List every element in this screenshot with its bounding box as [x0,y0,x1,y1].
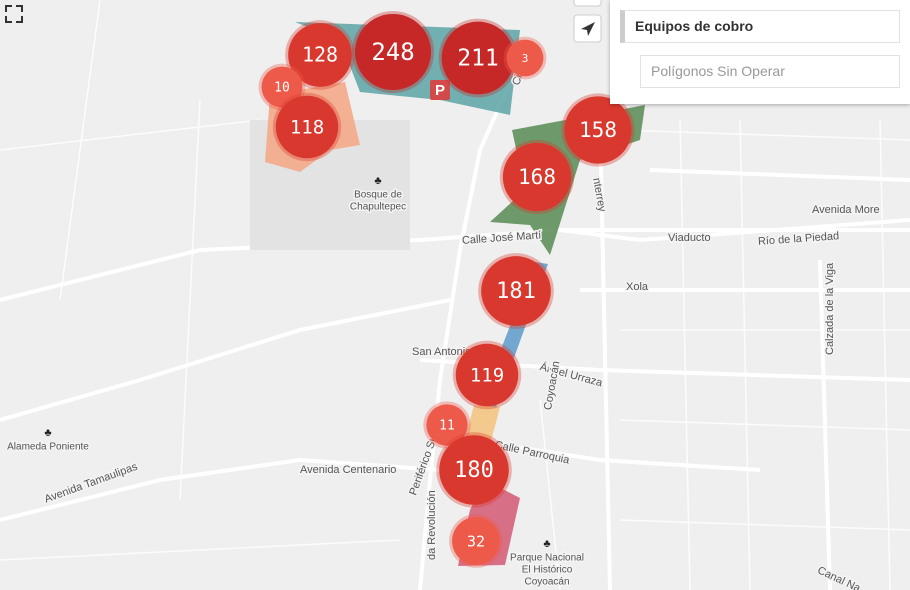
cluster[interactable] [354,13,432,91]
street-label: Río de la Piedad [758,230,840,248]
cluster-count[interactable]: 181 [496,279,536,304]
roads [0,59,910,590]
cluster-count[interactable]: 118 [290,117,324,139]
cluster[interactable] [481,256,551,326]
locate-icon [581,22,595,36]
street-label: Viaducto [668,232,711,244]
cluster-count[interactable]: 11 [439,419,455,434]
place-label: Bosque de [354,190,402,201]
place-icon: ♣ [374,175,381,187]
cluster-count[interactable]: 10 [274,81,290,96]
street-label: Xola [626,281,649,293]
cluster[interactable] [261,66,303,108]
cluster-count[interactable]: 32 [467,533,485,551]
cluster[interactable] [506,39,544,77]
cluster[interactable] [441,21,515,95]
parking-icon [430,80,450,100]
place-label: Coyoacán [524,577,569,588]
cluster-count[interactable]: 211 [457,46,499,72]
cluster-count[interactable]: 168 [518,165,556,189]
place-icon: ♣ [543,538,550,550]
street-label: Avenida More [812,204,880,216]
cluster[interactable] [288,23,352,87]
polygon-orange [465,405,500,445]
zoom-button[interactable] [573,0,602,7]
street-label: da Revolución [426,490,438,560]
street-label: Calle José Martí [462,229,542,247]
cluster[interactable] [564,96,632,164]
street-label: Calzada de la Viga [824,262,836,355]
parking-label: P [435,82,445,99]
place-label: Chapultepec [350,202,406,213]
place-label: Alameda Poniente [7,442,89,453]
place-icon: ♣ [44,427,51,439]
cluster-count[interactable]: 180 [454,458,494,483]
cluster[interactable] [502,142,572,212]
street-label: San Antonio [412,346,471,358]
layer-panel: Equipos de cobro Polígonos Sin Operar [610,0,910,104]
place-label: El Histórico [522,565,573,576]
cluster[interactable] [426,404,468,446]
street-label: nterrey [590,177,608,213]
cluster-count[interactable]: 128 [302,43,338,67]
layer-item[interactable]: Equipos de cobro [620,10,900,43]
layer-item[interactable]: Polígonos Sin Operar [640,55,900,88]
street-label: Avenida Centenario [300,464,396,476]
cluster-count[interactable]: 3 [522,52,529,65]
cluster[interactable] [275,95,339,159]
cluster-count[interactable]: 119 [470,365,504,387]
cluster-count[interactable]: 158 [579,118,617,142]
fullscreen-button[interactable] [5,5,23,23]
street-label: Canal Na [816,564,863,590]
cluster-count[interactable]: 248 [371,38,414,66]
cluster[interactable] [452,517,500,565]
cluster[interactable] [455,343,519,407]
place-label: Parque Nacional [510,553,584,564]
cluster[interactable] [439,435,509,505]
